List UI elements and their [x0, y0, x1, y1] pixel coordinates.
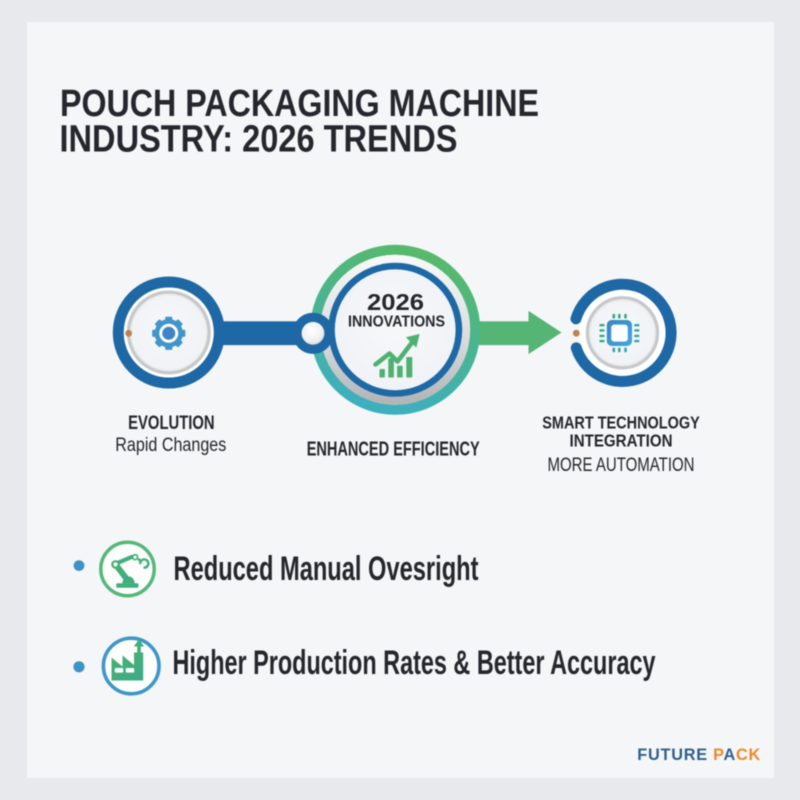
svg-text:FUTURE PACK: FUTURE PACK: [637, 746, 761, 764]
svg-text:POUCH PACKAGING MACHINE: POUCH PACKAGING MACHINE: [60, 83, 539, 125]
svg-text:INNOVATIONS: INNOVATIONS: [348, 314, 445, 331]
svg-text:EVOLUTION: EVOLUTION: [128, 412, 215, 434]
svg-text:Reduced Manual Ovesright: Reduced Manual Ovesright: [174, 550, 479, 588]
svg-text:INTEGRATION: INTEGRATION: [570, 430, 673, 450]
svg-text:MORE AUTOMATION: MORE AUTOMATION: [548, 455, 695, 476]
svg-text:2026: 2026: [367, 289, 424, 315]
svg-text:SMART TECHNOLOGY: SMART TECHNOLOGY: [542, 413, 700, 433]
svg-text:Rapid Changes: Rapid Changes: [115, 435, 226, 456]
svg-text:ENHANCED EFFICIENCY: ENHANCED EFFICIENCY: [307, 438, 480, 460]
svg-text:Higher Production Rates & Bett: Higher Production Rates & Better Accurac…: [173, 644, 656, 682]
svg-text:INDUSTRY: 2026 TRENDS: INDUSTRY: 2026 TRENDS: [60, 119, 458, 161]
